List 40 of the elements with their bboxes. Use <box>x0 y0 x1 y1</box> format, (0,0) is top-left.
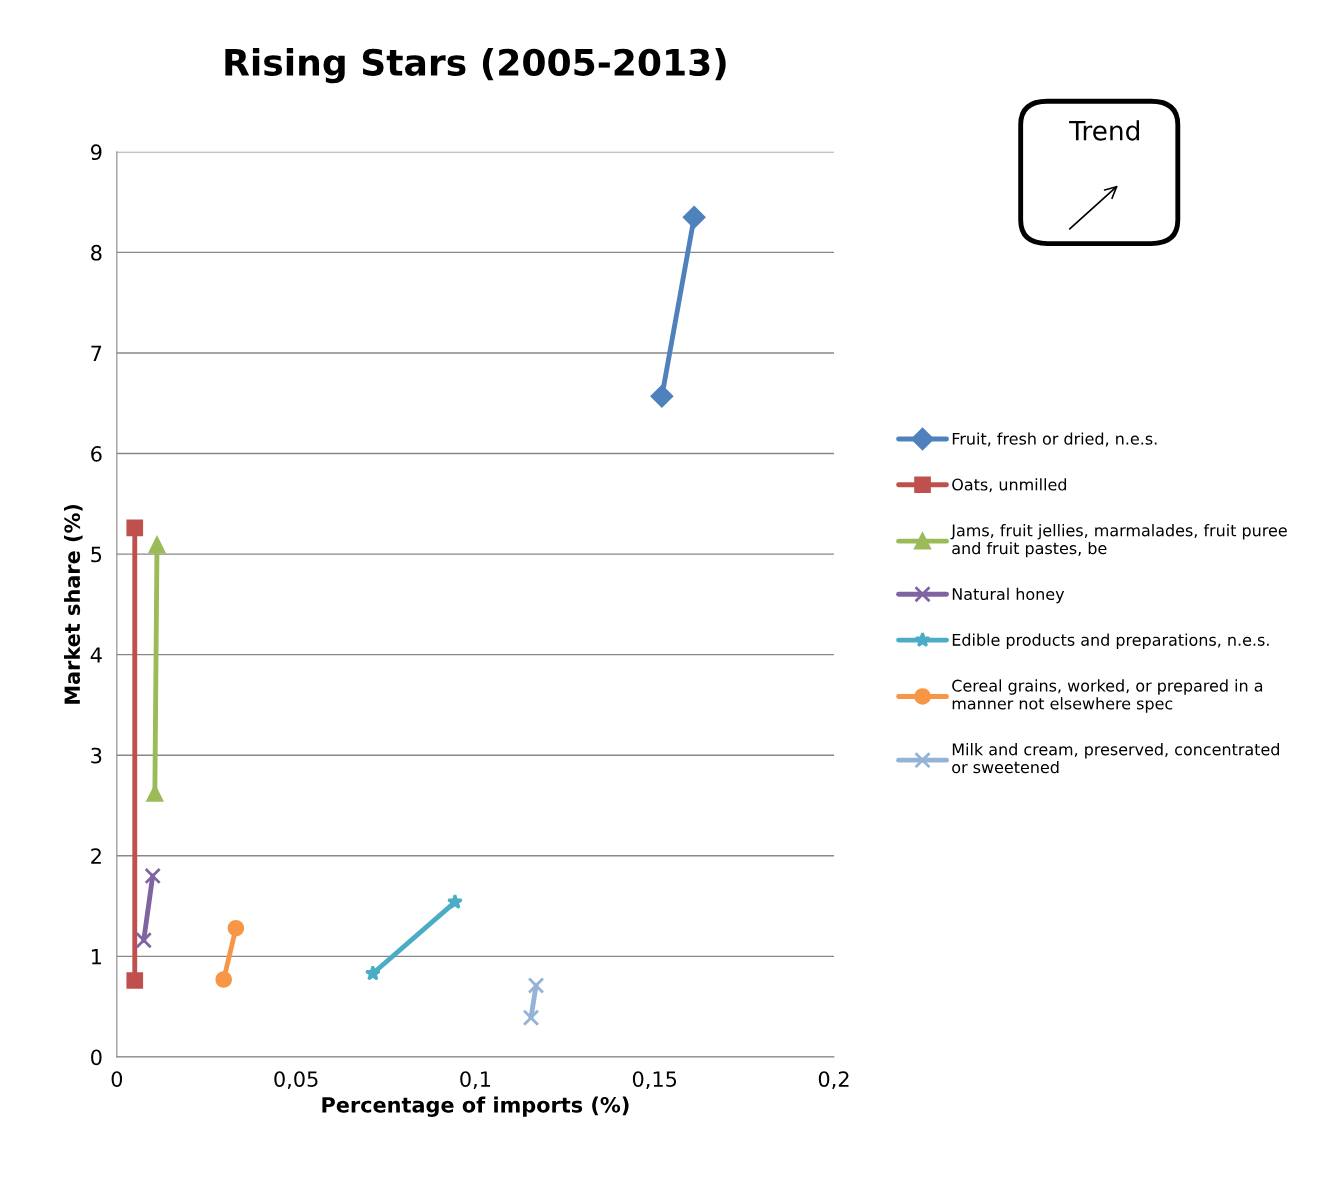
point <box>682 205 706 229</box>
point <box>146 785 164 802</box>
chart-title: Rising Stars (2005-2013) <box>225 48 726 84</box>
point <box>227 919 245 937</box>
x-tick-label: 0,15 <box>632 1071 677 1090</box>
y-tick-label: 4 <box>90 647 102 663</box>
x-tick-label: 0,1 <box>460 1071 491 1090</box>
legend-label: Milk and cream, preserved, concentrated or sweetened <box>952 743 1279 774</box>
legend-label: Edible products and preparations, n.e.s. <box>952 633 1269 649</box>
y-tick-label: 6 <box>91 445 102 462</box>
point <box>148 536 166 554</box>
y-tick-label: 5 <box>91 546 102 563</box>
x-axis-title: Percentage of imports (%) <box>322 1096 629 1117</box>
point <box>522 1009 540 1027</box>
point <box>126 519 144 537</box>
legend-label: Cereal grains, worked, or prepared in a manner not elsewhere spec <box>952 679 1263 713</box>
point <box>215 971 233 988</box>
text: Trend <box>1069 120 1139 141</box>
legend-label: Jams, fruit jellies, marmalades, fruit puree and fruit pastes, be <box>950 524 1287 558</box>
x-tick-label: 0,05 <box>274 1071 318 1090</box>
point <box>135 931 153 949</box>
x-tick-label: 0 <box>111 1071 123 1087</box>
x-tick-label: 0,2 <box>818 1071 849 1090</box>
y-tick-label: 7 <box>91 345 102 361</box>
point <box>144 867 162 885</box>
y-tick-label: 9 <box>91 144 102 161</box>
y-tick-label: 8 <box>91 244 102 261</box>
point <box>650 385 674 408</box>
y-tick-label: 2 <box>91 848 101 864</box>
y-axis-title: Market share (%) <box>63 504 83 704</box>
y-tick-label: 3 <box>91 747 102 764</box>
legend-label: Natural honey <box>952 587 1065 604</box>
point <box>126 972 144 989</box>
legend-label: Fruit, fresh or dried, n.e.s. <box>952 432 1157 447</box>
point <box>527 977 545 994</box>
y-tick-label: 1 <box>91 949 102 965</box>
y-tick-label: 0 <box>91 1049 102 1066</box>
legend-label: Oats, unmilled <box>952 478 1067 493</box>
point <box>364 965 381 981</box>
point <box>446 893 463 910</box>
